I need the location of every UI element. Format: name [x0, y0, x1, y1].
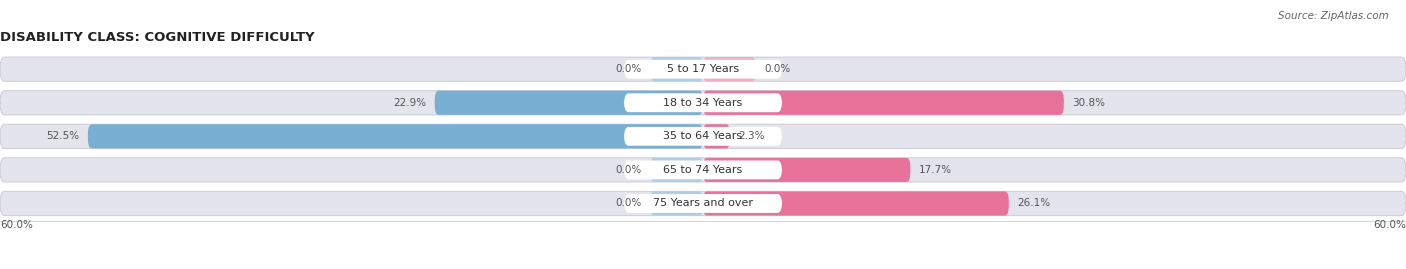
FancyBboxPatch shape	[0, 57, 1406, 81]
FancyBboxPatch shape	[703, 191, 1010, 215]
FancyBboxPatch shape	[624, 161, 782, 179]
Text: 26.1%: 26.1%	[1017, 199, 1050, 208]
FancyBboxPatch shape	[650, 191, 703, 215]
Text: 52.5%: 52.5%	[46, 131, 80, 141]
Text: 17.7%: 17.7%	[918, 165, 952, 175]
FancyBboxPatch shape	[650, 158, 703, 182]
Text: Source: ZipAtlas.com: Source: ZipAtlas.com	[1278, 11, 1389, 21]
FancyBboxPatch shape	[703, 57, 756, 81]
Text: 75 Years and over: 75 Years and over	[652, 199, 754, 208]
Text: 18 to 34 Years: 18 to 34 Years	[664, 98, 742, 108]
FancyBboxPatch shape	[703, 91, 1064, 115]
FancyBboxPatch shape	[87, 124, 703, 148]
FancyBboxPatch shape	[624, 127, 782, 146]
FancyBboxPatch shape	[0, 124, 1406, 148]
FancyBboxPatch shape	[703, 158, 911, 182]
FancyBboxPatch shape	[703, 124, 730, 148]
Text: 65 to 74 Years: 65 to 74 Years	[664, 165, 742, 175]
Text: 5 to 17 Years: 5 to 17 Years	[666, 64, 740, 74]
FancyBboxPatch shape	[624, 194, 782, 213]
Text: 30.8%: 30.8%	[1073, 98, 1105, 108]
Text: 60.0%: 60.0%	[1374, 220, 1406, 230]
Text: 0.0%: 0.0%	[616, 199, 643, 208]
Text: 60.0%: 60.0%	[0, 220, 32, 230]
FancyBboxPatch shape	[434, 91, 703, 115]
FancyBboxPatch shape	[650, 57, 703, 81]
Text: 0.0%: 0.0%	[763, 64, 790, 74]
Text: 2.3%: 2.3%	[738, 131, 765, 141]
FancyBboxPatch shape	[0, 158, 1406, 182]
FancyBboxPatch shape	[0, 91, 1406, 115]
Text: DISABILITY CLASS: COGNITIVE DIFFICULTY: DISABILITY CLASS: COGNITIVE DIFFICULTY	[0, 31, 315, 44]
FancyBboxPatch shape	[624, 60, 782, 79]
Text: 0.0%: 0.0%	[616, 165, 643, 175]
Text: 22.9%: 22.9%	[394, 98, 426, 108]
FancyBboxPatch shape	[0, 191, 1406, 215]
FancyBboxPatch shape	[624, 93, 782, 112]
Text: 0.0%: 0.0%	[616, 64, 643, 74]
Text: 35 to 64 Years: 35 to 64 Years	[664, 131, 742, 141]
